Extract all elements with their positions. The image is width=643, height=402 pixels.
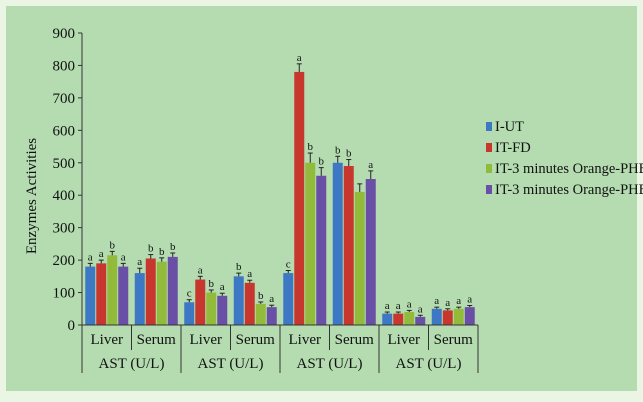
x-tick-label: Serum <box>335 332 374 348</box>
bar <box>217 295 228 325</box>
legend: I-UT IT-FD IT-3 minutes Orange-PHB IT-3 min… <box>486 119 643 198</box>
bar <box>343 166 354 325</box>
significance-label: a <box>445 297 450 309</box>
significance-label: c <box>286 258 291 270</box>
bar <box>382 313 393 325</box>
y-tick-label: 0 <box>68 318 76 334</box>
bar <box>442 310 453 325</box>
bar <box>283 273 294 325</box>
x-tick-label: Liver <box>190 332 222 348</box>
significance-label: b <box>209 278 215 290</box>
bar <box>431 308 442 325</box>
bar <box>266 307 277 325</box>
significance-label: b <box>335 144 341 156</box>
x-group-label: AST (U/L) <box>198 356 264 372</box>
legend-swatch <box>486 143 492 152</box>
bar <box>316 175 327 325</box>
bar <box>134 273 145 325</box>
significance-label: b <box>319 156 325 168</box>
bar <box>206 292 217 325</box>
bar <box>393 313 404 325</box>
bar <box>305 162 316 325</box>
significance-label: a <box>99 248 104 260</box>
bar <box>415 316 426 325</box>
y-tick-label: 100 <box>53 286 76 302</box>
y-tick-label: 800 <box>53 58 76 74</box>
legend-label: I-UT <box>495 119 524 135</box>
bar <box>145 258 156 325</box>
x-tick-label: Serum <box>434 332 473 348</box>
bar <box>464 307 475 325</box>
significance-label: a <box>269 293 274 305</box>
x-tick-label: Serum <box>137 332 176 348</box>
significance-label: a <box>198 264 203 276</box>
x-group-label: AST (U/L) <box>297 356 363 372</box>
bar <box>233 276 244 325</box>
bar <box>167 256 178 325</box>
bar <box>156 261 167 325</box>
significance-label: b <box>236 261 242 273</box>
significance-label: b <box>170 241 176 253</box>
axis-layer: 0 100 200 300 400 500 600 700 800 900 Liver Serum Li… <box>53 26 479 373</box>
y-tick-label: 600 <box>53 123 76 139</box>
significance-label: a <box>368 159 373 171</box>
bar <box>354 191 365 325</box>
significance-label: a <box>247 268 252 280</box>
significance-label: a <box>220 281 225 293</box>
y-axis-title: Enzymes Activities <box>24 138 40 254</box>
bar <box>184 302 195 325</box>
significance-label: b <box>346 148 352 160</box>
x-tick-label: Liver <box>91 332 123 348</box>
y-tick-label: 400 <box>53 188 76 204</box>
significance-label: a <box>418 303 423 315</box>
significance-label: a <box>385 300 390 312</box>
significance-label: a <box>121 251 126 263</box>
bar <box>107 255 118 325</box>
significance-label: b <box>258 290 264 302</box>
legend-swatch <box>486 122 492 131</box>
bar <box>294 71 305 325</box>
significance-label: a <box>456 295 461 307</box>
legend-label: IT-3 minutes Orange-PHB <box>495 161 643 177</box>
bar <box>404 312 415 325</box>
bar <box>332 162 343 325</box>
y-tick-label: 700 <box>53 91 76 107</box>
y-tick-label: 300 <box>53 221 76 237</box>
legend-swatch <box>486 164 492 173</box>
bar <box>195 279 206 325</box>
y-tick-label: 900 <box>53 26 76 42</box>
x-group-label: AST (U/L) <box>396 356 462 372</box>
x-group-label: AST (U/L) <box>99 356 165 372</box>
bar <box>244 282 255 325</box>
significance-label: b <box>159 246 165 258</box>
bar <box>118 266 129 325</box>
bar <box>255 303 266 325</box>
y-tick-label: 500 <box>53 156 76 172</box>
bar <box>85 266 96 325</box>
significance-label: b <box>148 243 154 255</box>
significance-label: a <box>88 251 93 263</box>
bar <box>453 308 464 325</box>
legend-label: IT-FD <box>495 140 531 156</box>
significance-label: a <box>434 295 439 307</box>
bar <box>365 179 376 325</box>
legend-swatch <box>486 185 492 194</box>
y-tick-label: 200 <box>53 253 76 269</box>
x-tick-label: Liver <box>289 332 321 348</box>
significance-label: a <box>467 294 472 306</box>
legend-label: IT-3 minutes Orange-PHB <box>495 182 643 198</box>
significance-label: c <box>187 288 192 300</box>
x-tick-label: Serum <box>236 332 275 348</box>
bar <box>96 263 107 325</box>
significance-label: a <box>137 256 142 268</box>
significance-label: a <box>297 52 302 64</box>
significance-label: a <box>396 300 401 312</box>
significance-label: b <box>308 141 314 153</box>
significance-label: a <box>407 298 412 310</box>
x-tick-label: Liver <box>388 332 420 348</box>
significance-label: b <box>110 239 116 251</box>
